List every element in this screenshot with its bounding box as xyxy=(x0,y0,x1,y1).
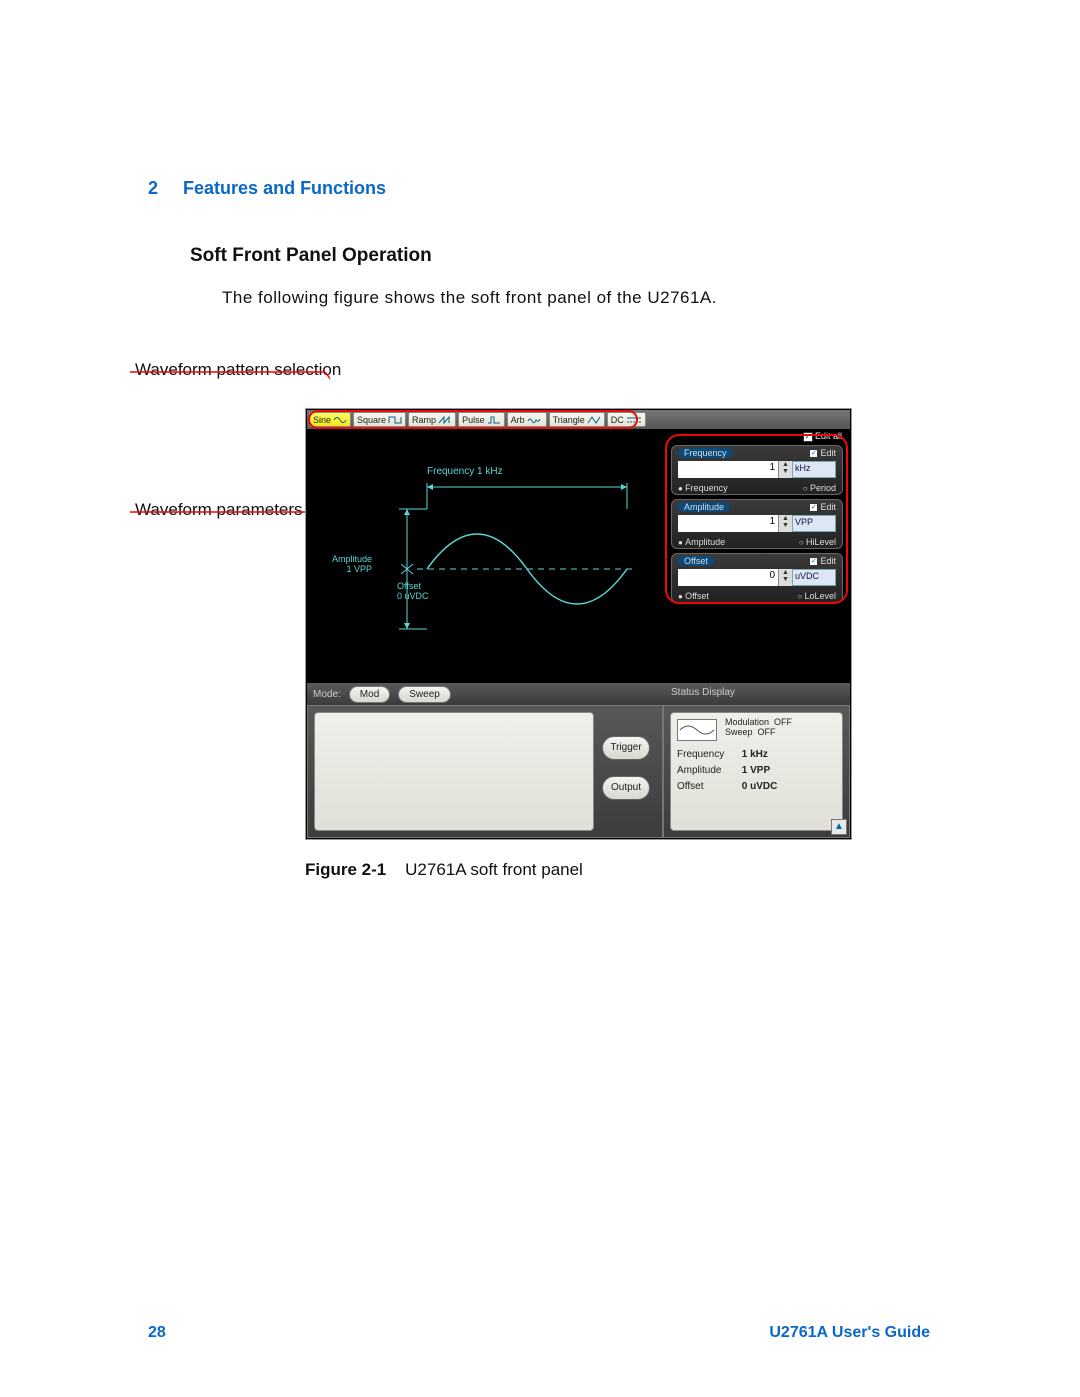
trigger-button[interactable]: Trigger xyxy=(602,736,650,760)
param-edit-checkbox[interactable]: ✓Edit xyxy=(809,502,836,512)
waveform-btn-label: Ramp xyxy=(412,415,436,425)
mode-bar: Mode: Mod Sweep xyxy=(307,683,663,705)
param-group-frequency: Frequency ✓Edit 1 ▲▼ kHz Frequency Perio… xyxy=(671,445,843,495)
parameter-panel: ✓Edit all Frequency ✓Edit 1 ▲▼ kHz Frequ… xyxy=(663,429,850,609)
param-group-offset: Offset ✓Edit 0 ▲▼ uVDC Offset LoLevel xyxy=(671,553,843,603)
page-number: 28 xyxy=(148,1324,166,1342)
waveform-btn-label: Square xyxy=(357,415,386,425)
lower-left-inner xyxy=(314,712,594,831)
expand-button[interactable]: ▲ xyxy=(831,819,847,835)
param-edit-checkbox[interactable]: ✓Edit xyxy=(809,556,836,566)
param-radio-left[interactable]: Offset xyxy=(678,591,709,601)
waveform-btn-label: DC xyxy=(611,415,624,425)
guide-title: U2761A User's Guide xyxy=(769,1324,930,1342)
param-unit-select[interactable]: uVDC xyxy=(792,569,836,586)
mod-button[interactable]: Mod xyxy=(349,686,390,703)
square-icon xyxy=(388,415,402,425)
param-unit-select[interactable]: VPP xyxy=(792,515,836,532)
waveform-display: Frequency 1 kHz Amplitude 1 VPP Offset 0… xyxy=(307,429,663,683)
chapter-number: 2 xyxy=(148,178,158,198)
waveform-btn-ramp[interactable]: Ramp xyxy=(408,412,456,427)
figure-caption: Figure 2-1 U2761A soft front panel xyxy=(305,860,583,880)
sine-icon xyxy=(333,415,347,425)
param-radio-right[interactable]: LoLevel xyxy=(797,591,836,601)
soft-front-panel-screenshot: Sine Square Ramp Pulse Arb Triangle xyxy=(305,408,852,840)
sweep-button[interactable]: Sweep xyxy=(398,686,451,703)
param-radio-left[interactable]: Frequency xyxy=(678,483,728,493)
status-row: Frequency 1 kHz xyxy=(677,749,768,760)
status-modulation-row: Modulation OFF Sweep OFF xyxy=(725,717,792,737)
section-body: The following figure shows the soft fron… xyxy=(222,285,852,311)
waveform-btn-pulse[interactable]: Pulse xyxy=(458,412,505,427)
waveform-btn-label: Pulse xyxy=(462,415,485,425)
waveform-btn-label: Sine xyxy=(313,415,331,425)
callout-waveform-selection: Waveform pattern selection xyxy=(135,360,341,380)
waveform-toolbar: Sine Square Ramp Pulse Arb Triangle xyxy=(307,410,850,429)
param-spinner[interactable]: ▲▼ xyxy=(778,515,792,532)
dc-icon xyxy=(626,415,642,425)
waveform-btn-label: Triangle xyxy=(553,415,585,425)
pulse-icon xyxy=(487,415,501,425)
triangle-icon xyxy=(587,415,601,425)
callout-waveform-parameters: Waveform parameters xyxy=(135,500,303,520)
param-value-input[interactable]: 1 xyxy=(678,461,778,478)
param-spinner[interactable]: ▲▼ xyxy=(778,569,792,586)
status-row: Amplitude 1 VPP xyxy=(677,765,770,776)
waveform-btn-square[interactable]: Square xyxy=(353,412,406,427)
param-radio-right[interactable]: HiLevel xyxy=(799,537,836,547)
status-display-header: Status Display xyxy=(663,683,850,705)
waveform-btn-dc[interactable]: DC xyxy=(607,412,646,427)
waveform-btn-triangle[interactable]: Triangle xyxy=(549,412,605,427)
param-spinner[interactable]: ▲▼ xyxy=(778,461,792,478)
ramp-icon xyxy=(438,415,452,425)
waveform-btn-label: Arb xyxy=(511,415,525,425)
waveform-graphic xyxy=(387,479,647,649)
status-row: Offset 0 uVDC xyxy=(677,781,777,792)
mode-label: Mode: xyxy=(313,689,341,700)
param-radio-right[interactable]: Period xyxy=(803,483,836,493)
mini-waveform-icon xyxy=(677,719,717,741)
frequency-label: Frequency 1 kHz xyxy=(427,466,503,477)
param-edit-checkbox[interactable]: ✓Edit xyxy=(809,448,836,458)
chapter-header: 2 Features and Functions xyxy=(148,178,386,199)
document-page: 2 Features and Functions Soft Front Pane… xyxy=(0,0,1080,1397)
waveform-btn-arb[interactable]: Arb xyxy=(507,412,547,427)
arb-icon xyxy=(527,415,543,425)
param-radio-left[interactable]: Amplitude xyxy=(678,537,725,547)
param-group-amplitude: Amplitude ✓Edit 1 ▲▼ VPP Amplitude HiLev… xyxy=(671,499,843,549)
lower-left-panel: Trigger Output xyxy=(307,705,663,838)
status-inner: Modulation OFF Sweep OFF Frequency 1 kHz… xyxy=(670,712,843,831)
output-button[interactable]: Output xyxy=(602,776,650,800)
param-title: Amplitude xyxy=(678,502,730,512)
param-value-input[interactable]: 0 xyxy=(678,569,778,586)
section-title: Soft Front Panel Operation xyxy=(190,245,432,267)
param-value-input[interactable]: 1 xyxy=(678,515,778,532)
param-title: Offset xyxy=(678,556,714,566)
waveform-btn-sine[interactable]: Sine xyxy=(309,412,351,427)
param-title: Frequency xyxy=(678,448,733,458)
status-display-panel: Modulation OFF Sweep OFF Frequency 1 kHz… xyxy=(663,705,850,838)
chapter-title: Features and Functions xyxy=(183,178,386,198)
edit-all-checkbox[interactable]: ✓Edit all xyxy=(803,431,842,442)
param-unit-select[interactable]: kHz xyxy=(792,461,836,478)
amplitude-label: Amplitude 1 VPP xyxy=(332,554,372,574)
